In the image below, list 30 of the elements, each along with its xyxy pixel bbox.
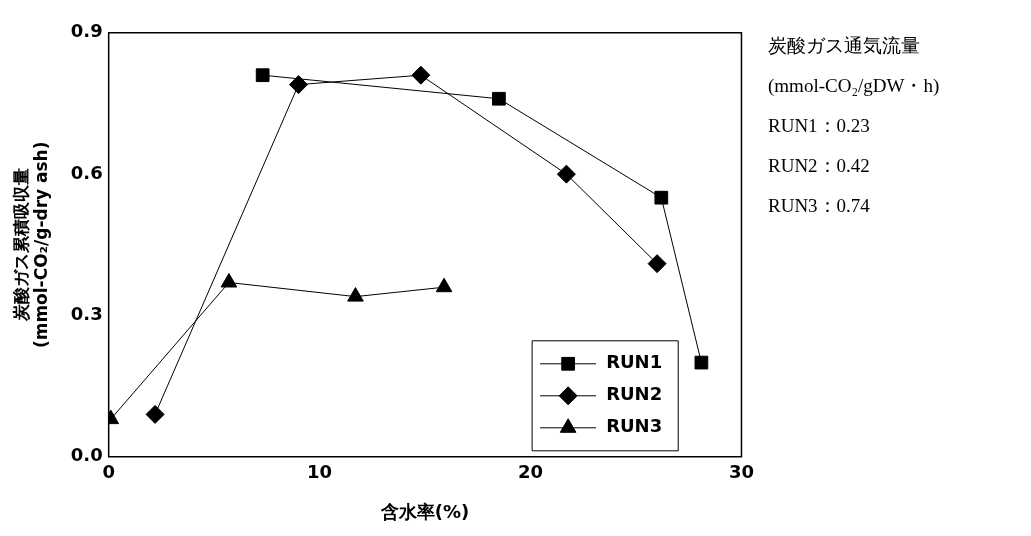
legend-label: RUN1 [606, 351, 663, 373]
text: (mmol-CO₂/gDW・h) [768, 74, 940, 98]
x-tick-label: 30 [728, 461, 755, 483]
point [411, 65, 431, 85]
point [145, 404, 165, 424]
point [347, 287, 364, 302]
legend-label: RUN2 [606, 383, 663, 405]
y-tick-label: 0.0 [70, 444, 103, 466]
point [289, 75, 309, 95]
x-tick-label: 0 [102, 461, 115, 483]
text: RUN1：0.23 [768, 114, 871, 138]
y-axis-title: 炭酸ガス累積吸収量 (mmol-CO₂/g-dry ash) [10, 141, 52, 349]
x-axis-title: 含水率(%) [379, 500, 470, 522]
point [435, 277, 453, 293]
point [654, 190, 669, 205]
point [220, 272, 238, 288]
x-tick-label: 20 [518, 461, 544, 483]
y-tick-label: 0.3 [70, 303, 103, 325]
point [255, 68, 270, 83]
point [556, 164, 576, 184]
point [694, 355, 709, 370]
text: 炭酸ガス通気流量 [768, 34, 921, 58]
y-tick-label: 0.9 [70, 20, 103, 42]
text: RUN2：0.42 [768, 154, 871, 178]
legend-label: RUN3 [606, 415, 663, 437]
y-tick-label: 0.6 [70, 161, 103, 183]
x-tick-label: 10 [307, 461, 333, 483]
point [647, 254, 667, 274]
point [492, 91, 506, 106]
text: RUN3：0.74 [768, 194, 871, 218]
